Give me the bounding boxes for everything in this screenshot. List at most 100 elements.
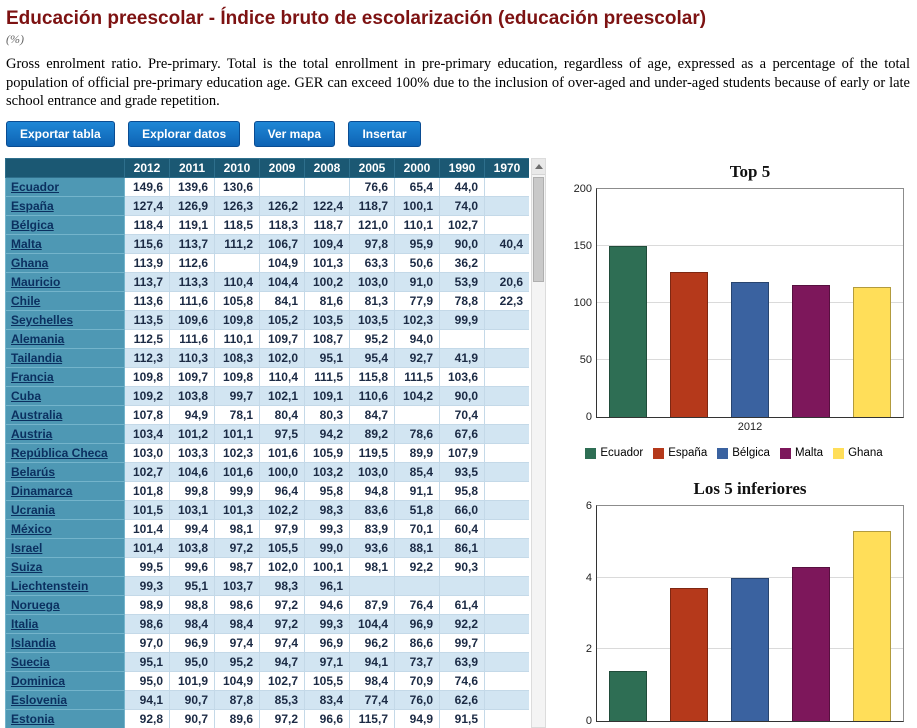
value-cell [484,310,529,330]
country-link-republica-checa[interactable]: República Checa [11,446,108,460]
year-column-header-2010[interactable]: 2010 [214,158,260,178]
country-link-francia[interactable]: Francia [11,370,54,384]
country-link-belarus[interactable]: Belarús [11,465,56,479]
value-cell: 91,1 [394,481,440,501]
country-link-espana[interactable]: España [11,199,54,213]
country-link-islandia[interactable]: Islandia [11,636,56,650]
country-link-austria[interactable]: Austria [11,427,53,441]
country-link-alemania[interactable]: Alemania [11,332,65,346]
year-column-header-2008[interactable]: 2008 [304,158,350,178]
export-table-button[interactable]: Exportar tabla [6,120,115,147]
country-link-israel[interactable]: Israel [11,541,43,555]
value-cell: 92,2 [394,557,440,577]
value-cell: 92,8 [124,709,170,728]
table-scrollbar[interactable] [531,158,546,728]
country-link-chile[interactable]: Chile [11,294,41,308]
value-cell: 105,2 [259,310,305,330]
scroll-up-icon [534,164,543,169]
table-row: Dinamarca 101,8 99,8 99,9 96,4 95,8 94,8 91,1 95… [5,481,529,501]
value-cell: 61,4 [439,595,485,615]
value-cell: 98,4 [169,614,215,634]
value-cell: 111,6 [169,291,215,311]
country-link-suiza[interactable]: Suiza [11,560,43,574]
country-link-estonia[interactable]: Estonia [11,712,55,726]
country-link-eslovenia[interactable]: Eslovenia [11,693,68,707]
table-row: Austria 103,4 101,2 101,1 97,5 94,2 89,2 78,6 67… [5,424,529,444]
value-cell: 104,4 [349,614,395,634]
table-row: Ecuador 149,6 139,6 130,6 76,6 65,4 44,0 [5,177,529,197]
country-link-seychelles[interactable]: Seychelles [11,313,74,327]
scrollbar-thumb[interactable] [533,177,544,282]
value-cell: 94,7 [259,652,305,672]
value-cell: 97,1 [304,652,350,672]
value-cell: 77,9 [394,291,440,311]
legend-swatch [833,447,845,459]
embed-button[interactable]: Insertar [348,120,421,147]
country-link-australia[interactable]: Australia [11,408,63,422]
value-cell: 104,9 [214,671,260,691]
value-cell: 94,8 [349,481,395,501]
year-column-header-2012[interactable]: 2012 [124,158,170,178]
value-cell: 102,1 [259,386,305,406]
value-cell: 73,7 [394,652,440,672]
bar-ecuador [608,246,647,417]
year-column-header-2011[interactable]: 2011 [169,158,215,178]
country-link-mexico[interactable]: México [11,522,52,536]
country-link-ucrania[interactable]: Ucrania [11,503,56,517]
data-table: 2012 2011 2010 2009 2008 2005 2000 1990 1970 Ecua… [5,158,529,728]
value-cell [484,519,529,539]
value-cell: 88,1 [394,538,440,558]
value-cell: 41,9 [439,348,485,368]
country-cell: Dominica [5,671,125,691]
value-cell: 80,4 [259,405,305,425]
country-link-ghana[interactable]: Ghana [11,256,49,270]
value-cell: 109,7 [169,367,215,387]
value-cell: 96,9 [304,633,350,653]
value-cell: 110,4 [259,367,305,387]
value-cell: 104,9 [259,253,305,273]
y-axis-tick-label: 6 [585,500,592,512]
country-cell: Italia [5,614,125,634]
country-link-belgica[interactable]: Bélgica [11,218,54,232]
legend-item-ghana: Ghana [833,447,883,459]
explore-data-button[interactable]: Explorar datos [128,120,241,147]
legend-label: Malta [794,447,824,459]
country-link-mauricio[interactable]: Mauricio [11,275,61,289]
country-link-malta[interactable]: Malta [11,237,42,251]
value-cell: 83,4 [304,690,350,710]
year-column-header-2000[interactable]: 2000 [394,158,440,178]
country-link-cuba[interactable]: Cuba [11,389,41,403]
country-cell: Eslovenia [5,690,125,710]
value-cell: 89,6 [214,709,260,728]
country-link-ecuador[interactable]: Ecuador [11,180,60,194]
value-cell: 70,4 [439,405,485,425]
year-column-header-2009[interactable]: 2009 [259,158,305,178]
country-link-suecia[interactable]: Suecia [11,655,50,669]
value-cell: 96,9 [394,614,440,634]
country-link-dominica[interactable]: Dominica [11,674,66,688]
country-link-tailandia[interactable]: Tailandia [11,351,63,365]
value-cell [484,614,529,634]
year-column-header-2005[interactable]: 2005 [349,158,395,178]
value-cell: 98,3 [304,500,350,520]
value-cell: 94,2 [304,424,350,444]
table-header-row: 2012 2011 2010 2009 2008 2005 2000 1990 1970 [5,158,529,178]
table-row: Belarús 102,7 104,6 101,6 100,0 103,2 103,0 85,… [5,462,529,482]
value-cell: 94,1 [349,652,395,672]
country-link-dinamarca[interactable]: Dinamarca [11,484,73,498]
year-column-header-1970[interactable]: 1970 [484,158,529,178]
value-cell: 99,7 [214,386,260,406]
year-column-header-1990[interactable]: 1990 [439,158,485,178]
view-map-button[interactable]: Ver mapa [253,120,336,147]
country-link-italia[interactable]: Italia [11,617,39,631]
table-row: Alemania 112,5 111,6 110,1 109,7 108,7 95,2 94,… [5,329,529,349]
value-cell: 99,9 [439,310,485,330]
table-row: Estonia 92,8 90,7 89,6 97,2 96,6 115,7 94,9 91,5 [5,709,529,728]
scrollbar-up-button[interactable] [532,159,545,175]
value-cell: 103,2 [304,462,350,482]
value-cell: 80,3 [304,405,350,425]
country-link-noruega[interactable]: Noruega [11,598,60,612]
value-cell: 97,8 [349,234,395,254]
country-link-liechtenstein[interactable]: Liechtenstein [11,579,89,593]
